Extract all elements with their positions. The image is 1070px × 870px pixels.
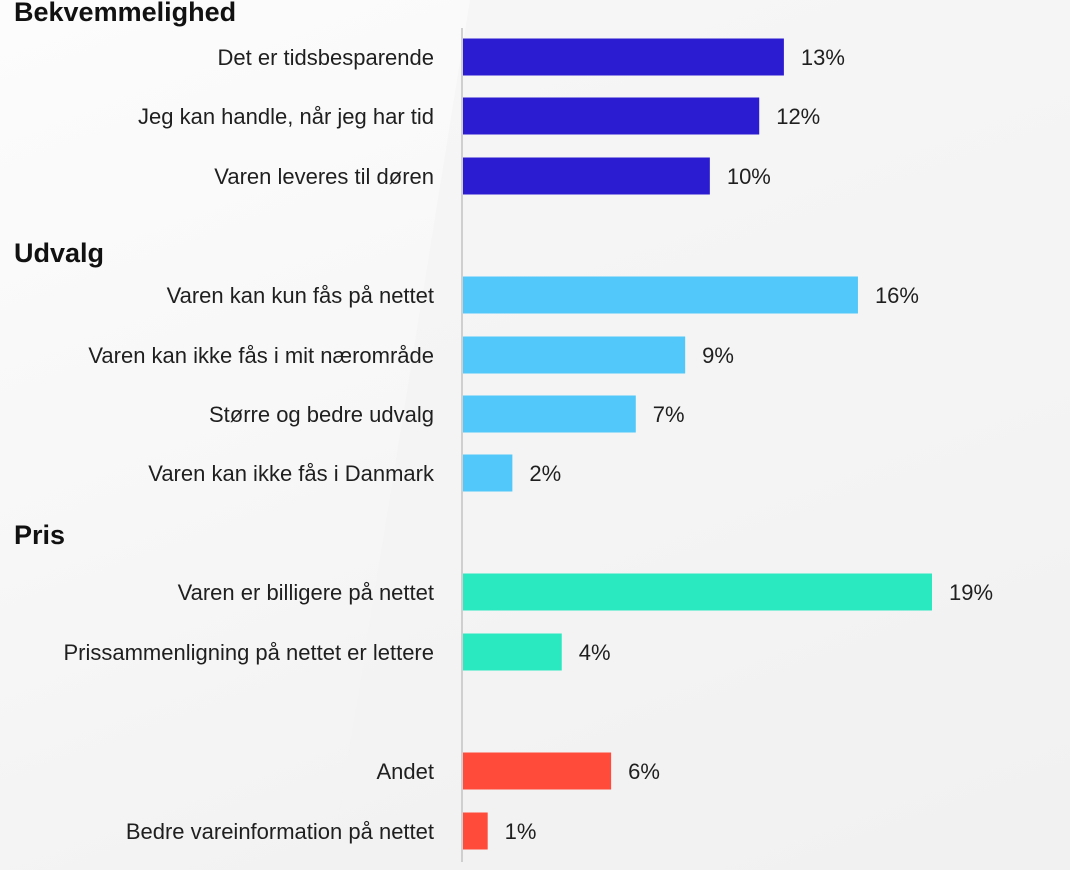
value-label: 7% bbox=[653, 402, 685, 427]
category-label: Prissammenligning på nettet er lettere bbox=[63, 640, 434, 665]
bar bbox=[463, 276, 858, 314]
value-label: 12% bbox=[776, 104, 820, 129]
bar bbox=[463, 633, 562, 671]
bar bbox=[463, 752, 612, 790]
category-label: Varen kan ikke fås i mit nærområde bbox=[88, 343, 434, 368]
value-label: 2% bbox=[529, 461, 561, 486]
bar bbox=[463, 336, 686, 374]
value-label: 6% bbox=[628, 759, 660, 784]
value-label: 16% bbox=[875, 283, 919, 308]
group-title: Bekvemmelighed bbox=[14, 0, 236, 27]
category-label: Det er tidsbesparende bbox=[218, 45, 434, 70]
value-label: 4% bbox=[579, 640, 611, 665]
value-label: 13% bbox=[801, 45, 845, 70]
bar bbox=[463, 38, 784, 76]
category-label: Andet bbox=[377, 759, 435, 784]
bar bbox=[463, 97, 760, 135]
bar bbox=[463, 812, 488, 850]
value-label: 10% bbox=[727, 164, 771, 189]
category-label: Varen leveres til døren bbox=[214, 164, 434, 189]
category-label: Større og bedre udvalg bbox=[209, 402, 434, 427]
group-title: Udvalg bbox=[14, 238, 104, 268]
value-label: 1% bbox=[505, 819, 537, 844]
category-label: Varen kan ikke fås i Danmark bbox=[148, 461, 435, 486]
category-label: Bedre vareinformation på nettet bbox=[126, 819, 434, 844]
category-label: Jeg kan handle, når jeg har tid bbox=[138, 104, 434, 129]
bar bbox=[463, 454, 513, 492]
bar bbox=[463, 395, 636, 433]
value-label: 19% bbox=[949, 580, 993, 605]
group-title: Pris bbox=[14, 520, 65, 550]
category-label: Varen er billigere på nettet bbox=[178, 580, 434, 605]
category-label: Varen kan kun fås på nettet bbox=[167, 283, 434, 308]
value-label: 9% bbox=[702, 343, 734, 368]
bar bbox=[463, 573, 932, 611]
bar bbox=[463, 157, 710, 195]
